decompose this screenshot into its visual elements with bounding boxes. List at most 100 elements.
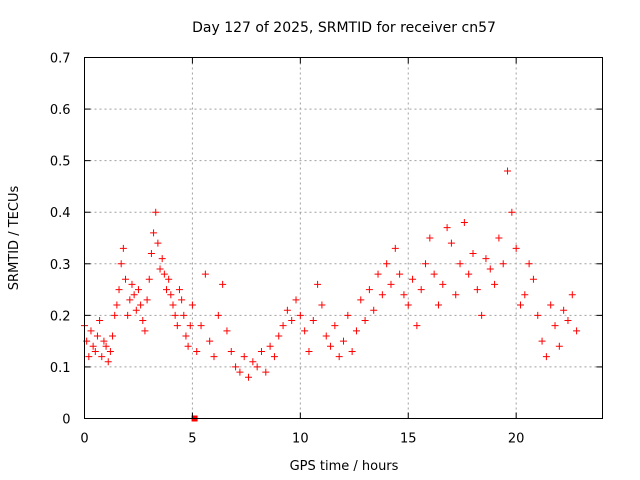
- data-point: [275, 332, 283, 340]
- data-point: [119, 244, 127, 252]
- data-point: [85, 353, 93, 361]
- data-point: [113, 301, 121, 309]
- y-axis-label: SRMTID / TECUs: [7, 186, 22, 291]
- data-point: [266, 342, 274, 350]
- x-tick-label: 20: [508, 432, 525, 447]
- data-point: [534, 311, 542, 319]
- data-point: [137, 301, 145, 309]
- data-point: [348, 347, 356, 355]
- data-point: [551, 322, 559, 330]
- data-point: [344, 311, 352, 319]
- data-point: [538, 337, 546, 345]
- data-point: [521, 291, 529, 299]
- data-point: [404, 301, 412, 309]
- data-point: [309, 317, 317, 325]
- data-point: [555, 342, 563, 350]
- data-point: [413, 322, 421, 330]
- data-point: [460, 219, 468, 227]
- data-point: [322, 332, 330, 340]
- data-point: [210, 353, 218, 361]
- data-point: [193, 347, 201, 355]
- data-point: [87, 327, 95, 335]
- data-point: [109, 332, 117, 340]
- data-point: [182, 332, 190, 340]
- data-point: [491, 280, 499, 288]
- data-point: [499, 260, 507, 268]
- data-point: [201, 270, 209, 278]
- data-point: [171, 311, 179, 319]
- data-point: [93, 332, 101, 340]
- grid: [84, 57, 603, 419]
- data-point: [126, 296, 134, 304]
- data-point: [352, 327, 360, 335]
- data-point: [184, 342, 192, 350]
- data-point: [134, 286, 142, 294]
- data-point: [175, 286, 183, 294]
- data-point: [370, 306, 378, 314]
- data-point: [139, 317, 147, 325]
- data-point: [249, 358, 257, 366]
- data-point: [141, 327, 149, 335]
- data-point: [396, 270, 404, 278]
- data-point: [564, 317, 572, 325]
- data-point: [447, 239, 455, 247]
- data-point: [409, 275, 417, 283]
- data-point: [178, 296, 186, 304]
- data-point: [473, 286, 481, 294]
- data-point: [443, 224, 451, 232]
- y-tick-label: 0.5: [50, 155, 71, 170]
- data-point: [340, 337, 347, 345]
- data-point: [158, 255, 166, 263]
- data-point: [560, 306, 568, 314]
- data-point: [486, 265, 494, 273]
- data-point: [163, 286, 171, 294]
- data-point: [128, 280, 136, 288]
- data-point: [469, 249, 477, 257]
- data-point: [400, 291, 408, 299]
- data-point: [504, 167, 512, 175]
- data-point: [214, 311, 222, 319]
- data-point: [495, 234, 503, 242]
- y-tick-label: 0.3: [50, 258, 71, 273]
- data-point: [180, 311, 188, 319]
- data-point: [547, 301, 555, 309]
- data-point: [91, 347, 99, 355]
- data-point: [305, 347, 313, 355]
- data-point: [391, 244, 399, 252]
- plot-frame: [84, 57, 603, 419]
- data-point: [232, 363, 240, 371]
- data-point: [186, 322, 194, 330]
- data-point: [150, 229, 158, 237]
- data-point: [529, 275, 537, 283]
- y-tick-label: 0.6: [50, 103, 71, 118]
- data-point: [361, 317, 369, 325]
- data-point: [100, 337, 108, 345]
- data-point: [301, 327, 309, 335]
- data-point: [165, 275, 173, 283]
- x-tick-label: 15: [400, 432, 417, 447]
- y-tick-label: 0: [62, 413, 70, 428]
- data-point: [236, 368, 244, 376]
- data-point: [117, 260, 125, 268]
- data-point: [124, 311, 132, 319]
- data-point: [130, 291, 138, 299]
- data-point: [173, 322, 181, 330]
- data-point: [122, 275, 130, 283]
- data-point: [378, 291, 386, 299]
- data-point: [292, 296, 300, 304]
- data-point: [115, 286, 123, 294]
- data-point: [327, 342, 335, 350]
- data-point: [154, 239, 162, 247]
- data-point: [188, 301, 196, 309]
- data-point: [314, 280, 322, 288]
- data-point: [288, 317, 296, 325]
- data-point: [156, 265, 164, 273]
- data-point: [568, 291, 576, 299]
- data-point: [167, 291, 175, 299]
- data-point: [482, 255, 490, 263]
- data-point: [240, 353, 248, 361]
- data-point: [387, 280, 395, 288]
- data-point: [147, 249, 155, 257]
- data-points: [81, 167, 581, 422]
